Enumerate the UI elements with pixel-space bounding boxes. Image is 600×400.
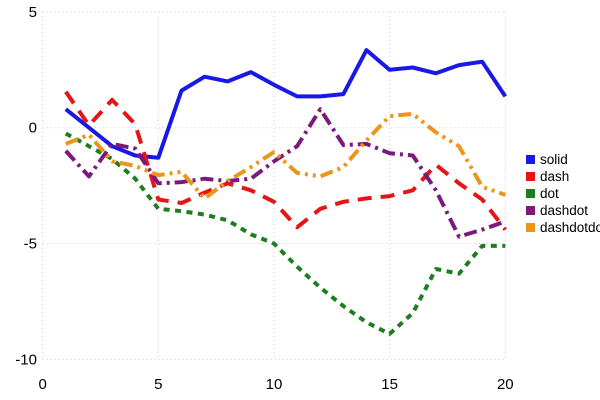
y-tick-label: 0 [29,120,37,137]
legend-item-dot: dot [526,185,600,202]
legend-swatch-dashdot [526,206,535,215]
legend-label: solid [540,151,568,167]
legend-label: dashdot [540,202,589,218]
chart-legend: soliddashdotdashdotdashdotdot [526,151,600,236]
x-tick-label: 10 [266,376,283,393]
legend-swatch-dashdotdot [526,223,535,232]
legend-label: dash [540,168,570,184]
series-line-solid [64,48,507,160]
series-line-dash [64,90,507,231]
legend-item-dashdotdot: dashdotdot [526,219,600,236]
series-line-dashdot [64,107,506,239]
x-tick-label: 15 [381,376,398,393]
series-line-dot [64,131,506,336]
legend-item-dash: dash [526,168,600,185]
legend-item-solid: solid [526,151,600,168]
y-tick-label: -10 [15,351,37,368]
legend-swatch-dot [526,189,535,198]
x-tick-label: 0 [39,376,47,393]
y-tick-label: -5 [24,236,37,253]
y-tick-label: 5 [29,4,37,21]
x-tick-label: 5 [154,376,162,393]
series-line-dashdotdot [65,111,506,201]
legend-swatch-solid [526,155,535,164]
legend-swatch-dash [526,172,535,181]
legend-label: dot [540,185,559,201]
legend-label: dashdotdot [540,219,600,235]
legend-item-dashdot: dashdot [526,202,600,219]
x-tick-label: 20 [497,376,514,393]
